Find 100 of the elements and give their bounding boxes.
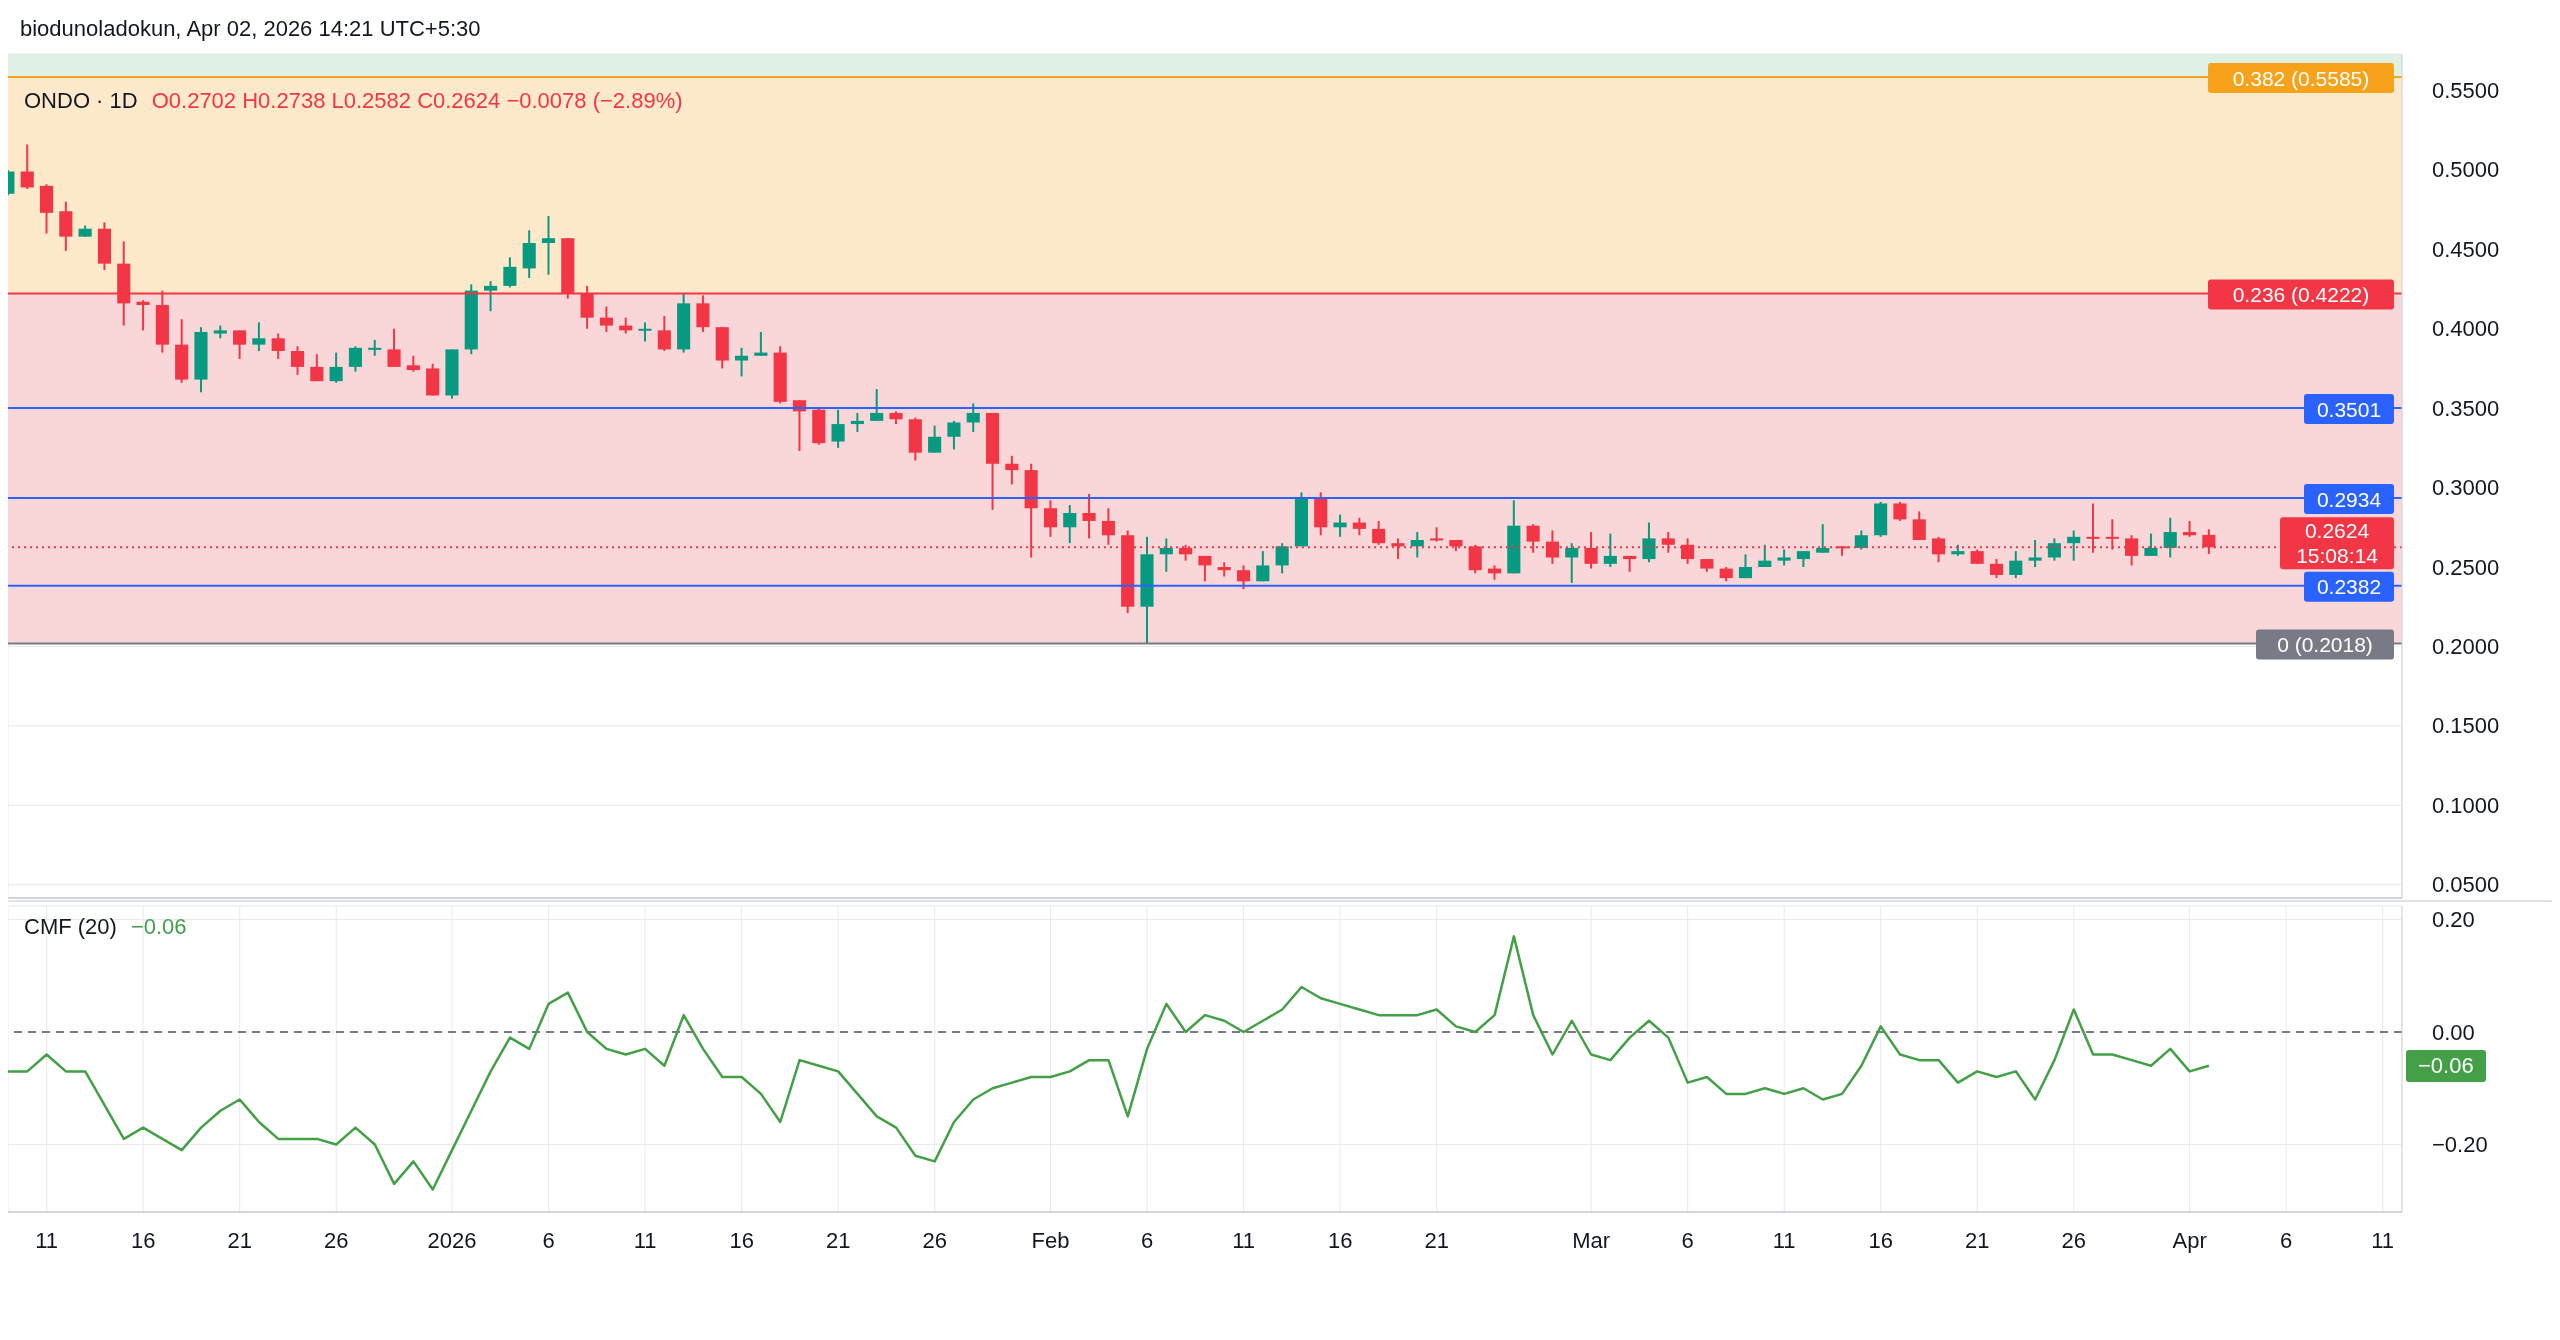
candlestick bbox=[1430, 526, 1444, 543]
candlestick bbox=[1256, 550, 1270, 583]
x-tick-label: 21 bbox=[1965, 1227, 1990, 1253]
candlestick bbox=[2028, 539, 2042, 569]
candlestick bbox=[1198, 554, 1212, 583]
x-tick-label: 26 bbox=[2061, 1227, 2087, 1253]
x-tick-label: 6 bbox=[542, 1227, 555, 1253]
x-tick-label: 16 bbox=[1327, 1227, 1353, 1253]
candlestick bbox=[2144, 532, 2158, 557]
candlestick bbox=[310, 353, 324, 383]
candlestick bbox=[1816, 523, 1830, 554]
candlestick bbox=[1642, 521, 1656, 564]
ref-line-label: 0.236 (0.4222) bbox=[2232, 283, 2370, 307]
x-tick-label: 26 bbox=[323, 1227, 349, 1253]
x-tick-label: 11 bbox=[633, 1227, 657, 1253]
y-tick-label: 0.3000 bbox=[2432, 475, 2500, 501]
candlestick bbox=[754, 330, 768, 357]
candlestick bbox=[541, 215, 556, 276]
candlestick bbox=[1410, 531, 1424, 559]
text: ONDO · 1D bbox=[24, 88, 138, 113]
candlestick bbox=[1989, 558, 2004, 580]
candlestick bbox=[20, 143, 34, 190]
x-tick-label: 11 bbox=[2371, 1227, 2395, 1253]
x-tick-label: 6 bbox=[2280, 1227, 2293, 1253]
candlestick bbox=[2067, 529, 2081, 562]
x-tick-label: Mar bbox=[1572, 1227, 1611, 1253]
candlestick bbox=[1603, 532, 1617, 569]
candlestick bbox=[1159, 537, 1173, 573]
x-tick-label: 21 bbox=[1424, 1227, 1449, 1253]
ref-line-label: 0.382 (0.5585) bbox=[2232, 66, 2370, 90]
ref-line-label: 0.3501 bbox=[2316, 397, 2382, 421]
y-tick-label: 0.1000 bbox=[2432, 792, 2500, 818]
ref-line-label: 0.2934 bbox=[2316, 487, 2382, 511]
candlestick bbox=[329, 351, 343, 384]
y-tick-label: 0.4000 bbox=[2432, 316, 2500, 342]
candlestick bbox=[1082, 492, 1096, 540]
candlestick bbox=[2009, 550, 2023, 580]
x-tick-label: 16 bbox=[729, 1227, 754, 1253]
candlestick bbox=[1275, 542, 1289, 575]
x-tick-label: 16 bbox=[130, 1227, 156, 1253]
candlestick bbox=[1101, 507, 1115, 546]
y-tick-label: −0.20 bbox=[2432, 1132, 2488, 1157]
candlestick bbox=[1565, 542, 1579, 584]
candlestick bbox=[2047, 537, 2061, 562]
candlestick bbox=[1043, 499, 1058, 538]
candlestick bbox=[966, 402, 980, 434]
candlestick bbox=[638, 321, 652, 343]
candlestick bbox=[850, 411, 864, 434]
y-tick-label: 0.5500 bbox=[2432, 78, 2500, 104]
candlestick bbox=[1063, 504, 1077, 545]
candlestick bbox=[271, 332, 285, 360]
x-tick-label: 6 bbox=[1140, 1227, 1154, 1253]
candlestick bbox=[1372, 519, 1386, 546]
text: biodunoladokun, Apr 02, 2026 14:21 UTC+5:30 bbox=[19, 15, 482, 43]
candlestick bbox=[657, 315, 671, 352]
chart-title: CMF (20) bbox=[24, 914, 117, 939]
ref-line-label: 0 (0.2018) bbox=[2277, 633, 2373, 657]
y-tick-label: 0.2500 bbox=[2432, 554, 2500, 580]
text: −0.06 bbox=[2406, 1049, 2486, 1082]
candlestick bbox=[1854, 529, 1868, 551]
candlestick bbox=[503, 256, 517, 289]
x-tick-label: 11 bbox=[1772, 1227, 1796, 1253]
x-tick-label: 21 bbox=[825, 1227, 851, 1253]
candlestick bbox=[1912, 510, 1926, 542]
y-tick-label: 0.2000 bbox=[2432, 633, 2500, 659]
y-tick-label: 0.4500 bbox=[2432, 236, 2500, 262]
candlestick bbox=[290, 345, 305, 376]
candlestick bbox=[734, 346, 749, 378]
y-tick-label: 0.00 bbox=[2432, 1019, 2475, 1045]
candlestick bbox=[252, 321, 266, 352]
candlestick bbox=[947, 419, 961, 451]
y-tick-label: 0.1500 bbox=[2432, 713, 2500, 739]
x-tick-label: 21 bbox=[227, 1227, 252, 1253]
x-tick-label: 11 bbox=[35, 1227, 59, 1253]
candlestick bbox=[233, 329, 247, 360]
annotation: −0.06 bbox=[130, 914, 187, 939]
candlestick bbox=[387, 327, 401, 368]
candlestick bbox=[136, 299, 150, 332]
candlestick bbox=[348, 345, 362, 373]
candlestick bbox=[2163, 516, 2177, 559]
x-tick-label: 2026 bbox=[427, 1227, 477, 1253]
ref-line-label: 0.2382 bbox=[2316, 575, 2382, 599]
x-tick-label: 26 bbox=[922, 1227, 947, 1253]
ref-line-label: 0.2624 bbox=[2304, 519, 2370, 543]
x-tick-label: 6 bbox=[1681, 1227, 1694, 1253]
y-tick-label: 0.20 bbox=[2432, 907, 2475, 932]
candlestick bbox=[1236, 564, 1251, 591]
y-tick-label: 0.0500 bbox=[2432, 872, 2500, 898]
candlestick bbox=[484, 280, 498, 313]
candlestick bbox=[599, 305, 613, 333]
x-tick-label: Feb bbox=[1031, 1227, 1070, 1253]
candlestick bbox=[870, 388, 884, 422]
y-tick-label: 0.5000 bbox=[2432, 157, 2500, 183]
text: O0.2702 H0.2738 L0.2582 C0.2624 −0.0078 (−2.89%) bbox=[151, 88, 683, 113]
y-tick-label: 0.3500 bbox=[2432, 395, 2500, 421]
candlestick bbox=[1893, 500, 1907, 522]
candlestick bbox=[831, 408, 845, 449]
x-tick-label: 16 bbox=[1868, 1227, 1893, 1253]
x-tick-label: Apr bbox=[2172, 1227, 2207, 1253]
candlestick bbox=[1005, 454, 1019, 486]
